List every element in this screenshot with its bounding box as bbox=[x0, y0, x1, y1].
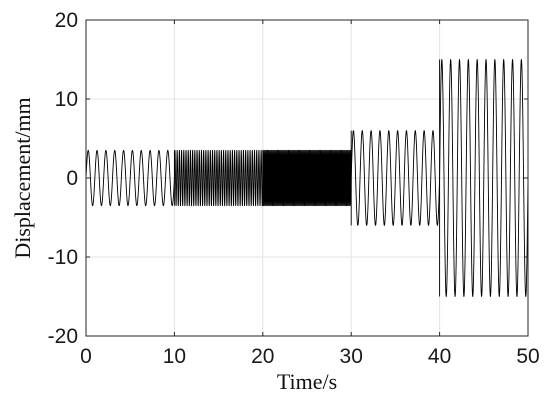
series-line-segment bbox=[85, 149, 175, 207]
y-tick-label: 10 bbox=[55, 88, 78, 111]
x-tick-label: 50 bbox=[516, 345, 539, 368]
y-tick-label: -10 bbox=[48, 246, 78, 269]
x-axis-label: Time/s bbox=[277, 369, 337, 394]
x-tick-label: 40 bbox=[428, 345, 451, 368]
x-tick-label: 30 bbox=[340, 345, 363, 368]
x-tick-label: 10 bbox=[163, 345, 186, 368]
y-axis-label: Displacement/mm bbox=[10, 97, 35, 258]
series-group bbox=[85, 59, 529, 297]
series-line-segment bbox=[350, 130, 441, 226]
y-tick-label: -20 bbox=[48, 325, 78, 348]
series-line-segment bbox=[262, 149, 352, 207]
series-line-segment bbox=[439, 59, 529, 297]
x-tick-labels: 0 10 20 30 40 50 bbox=[80, 345, 540, 368]
y-tick-labels: 20 10 0 -10 -20 bbox=[48, 9, 78, 348]
y-tick-label: 0 bbox=[66, 167, 78, 190]
series-line-segment bbox=[173, 149, 264, 207]
tick-marks bbox=[85, 19, 529, 337]
y-tick-label: 20 bbox=[55, 9, 78, 32]
x-tick-label: 20 bbox=[251, 345, 274, 368]
x-tick-label: 0 bbox=[80, 345, 92, 368]
